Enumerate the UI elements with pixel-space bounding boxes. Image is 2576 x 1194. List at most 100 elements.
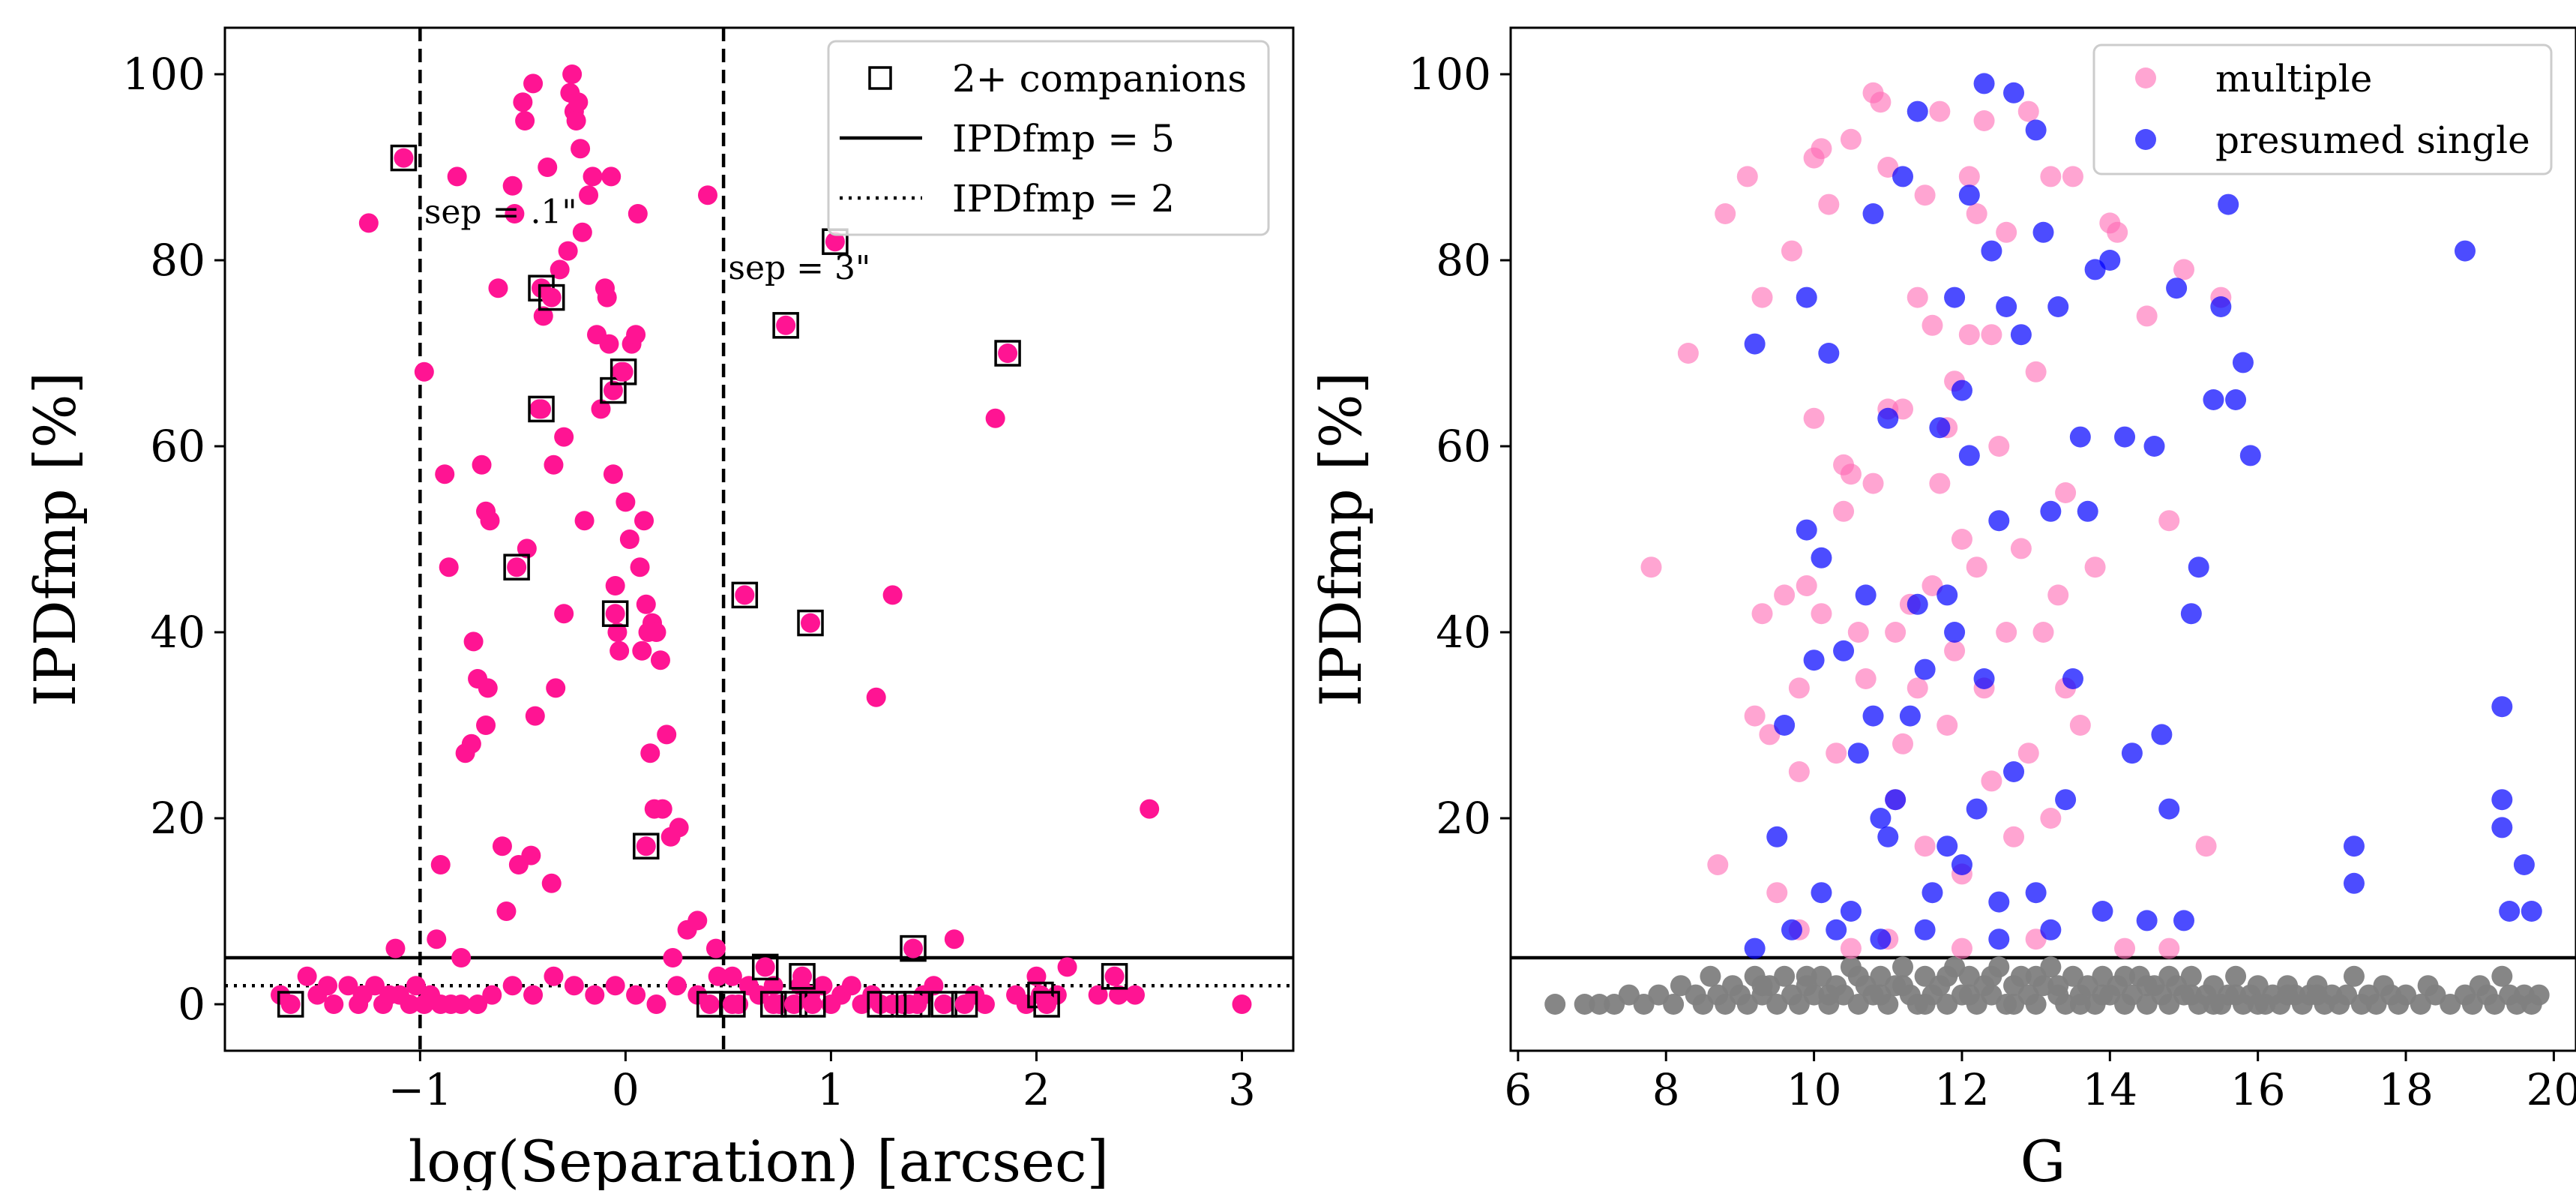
- data-point: [2069, 426, 2091, 448]
- data-point: [630, 557, 650, 578]
- data-point: [1936, 836, 1958, 857]
- companion-point: [1104, 966, 1125, 986]
- data-point: [666, 976, 687, 996]
- data-point: [1677, 343, 1699, 364]
- data-point: [1796, 519, 1817, 541]
- data-point: [338, 976, 358, 996]
- data-point: [435, 464, 455, 484]
- data-point: [427, 929, 447, 950]
- data-point: [554, 604, 574, 624]
- data-point: [568, 92, 589, 112]
- data-point: [1774, 965, 1796, 987]
- data-point: [1574, 994, 1595, 1015]
- data-point: [616, 492, 636, 512]
- data-point: [476, 716, 496, 735]
- legend-box-left: [827, 40, 1270, 236]
- data-point: [482, 985, 502, 1005]
- x-tick-label: 1: [817, 1064, 845, 1115]
- data-point: [663, 948, 683, 968]
- data-point: [1929, 100, 1951, 122]
- data-point: [324, 994, 344, 1014]
- data-point: [1847, 965, 1869, 987]
- data-point: [1981, 324, 2002, 346]
- plot-frame-left: [223, 26, 1295, 1052]
- data-point: [646, 994, 666, 1014]
- companion-point: [280, 994, 301, 1014]
- data-point: [2491, 817, 2513, 838]
- data-point: [2047, 296, 2069, 317]
- points-right: [1544, 73, 2550, 1015]
- data-point: [1966, 556, 1987, 578]
- data-point: [1929, 417, 1951, 439]
- data-point: [841, 976, 861, 996]
- companion-square-marker: [900, 934, 927, 962]
- x-tick-label: 16: [2230, 1064, 2286, 1115]
- companion-point: [755, 957, 775, 977]
- data-point: [599, 334, 619, 354]
- data-point: [2121, 742, 2143, 764]
- data-point: [414, 362, 434, 382]
- data-point: [1981, 770, 2002, 792]
- data-point: [525, 706, 545, 726]
- data-point: [1996, 622, 2017, 643]
- reference-lines-left: [225, 28, 1293, 1051]
- data-point: [523, 985, 544, 1005]
- data-point: [1951, 854, 1972, 875]
- companion-square-marker: [1033, 991, 1060, 1018]
- data-point: [1870, 928, 1892, 950]
- data-point: [1907, 593, 1928, 615]
- data-point: [1892, 956, 1914, 978]
- companion-square-marker: [277, 991, 304, 1018]
- x-axis-label-left: log(Separation) [arcsec]: [409, 1128, 1109, 1190]
- data-point: [1803, 650, 1825, 671]
- data-point: [571, 139, 591, 159]
- data-point: [439, 557, 459, 578]
- data-point: [1914, 994, 1936, 1015]
- data-point: [2040, 166, 2062, 188]
- data-point: [603, 464, 623, 484]
- data-point: [2055, 789, 2077, 811]
- data-point: [1016, 994, 1036, 1014]
- x-ticks-left: −1 0 1 2 3: [388, 1051, 1256, 1115]
- data-point: [1833, 500, 1855, 522]
- y-tick-label: 100: [1408, 49, 1491, 100]
- data-point: [574, 511, 595, 531]
- data-point: [2010, 965, 2032, 987]
- data-point: [601, 166, 622, 187]
- data-point: [1855, 668, 1877, 689]
- data-point: [1140, 799, 1160, 819]
- data-point: [2528, 984, 2550, 1006]
- data-point: [2225, 965, 2247, 987]
- data-point: [1840, 901, 1862, 922]
- data-point: [468, 994, 488, 1014]
- data-point: [607, 622, 628, 642]
- data-point: [610, 640, 630, 661]
- data-point: [2136, 910, 2158, 932]
- x-tick-label: 6: [1504, 1064, 1532, 1115]
- data-point: [1958, 184, 1980, 206]
- data-point: [626, 325, 646, 345]
- data-point: [1744, 938, 1766, 959]
- data-point: [1700, 965, 1721, 987]
- data-point: [517, 538, 537, 559]
- data-point: [1907, 286, 1928, 308]
- data-point: [1892, 733, 1914, 754]
- data-point: [1826, 742, 1847, 764]
- data-point: [1803, 407, 1825, 429]
- data-point: [2092, 901, 2113, 922]
- data-point: [463, 632, 484, 652]
- data-point: [1707, 854, 1729, 875]
- data-point: [722, 966, 742, 986]
- data-point: [572, 222, 592, 242]
- data-point: [1788, 761, 1810, 782]
- panel-separation: −1 0 1 2 3 0 20 40 60 80 100 sep = .1" sep = 3" 2…: [22, 26, 1295, 1194]
- data-point: [1885, 789, 1907, 811]
- data-point: [1589, 994, 1610, 1015]
- legend-box-right: [2092, 44, 2553, 176]
- data-point: [2195, 836, 2217, 857]
- data-point: [2136, 975, 2158, 997]
- data-point: [2151, 724, 2173, 746]
- data-point: [1125, 985, 1145, 1005]
- data-point: [2239, 445, 2261, 466]
- data-point: [2003, 826, 2025, 848]
